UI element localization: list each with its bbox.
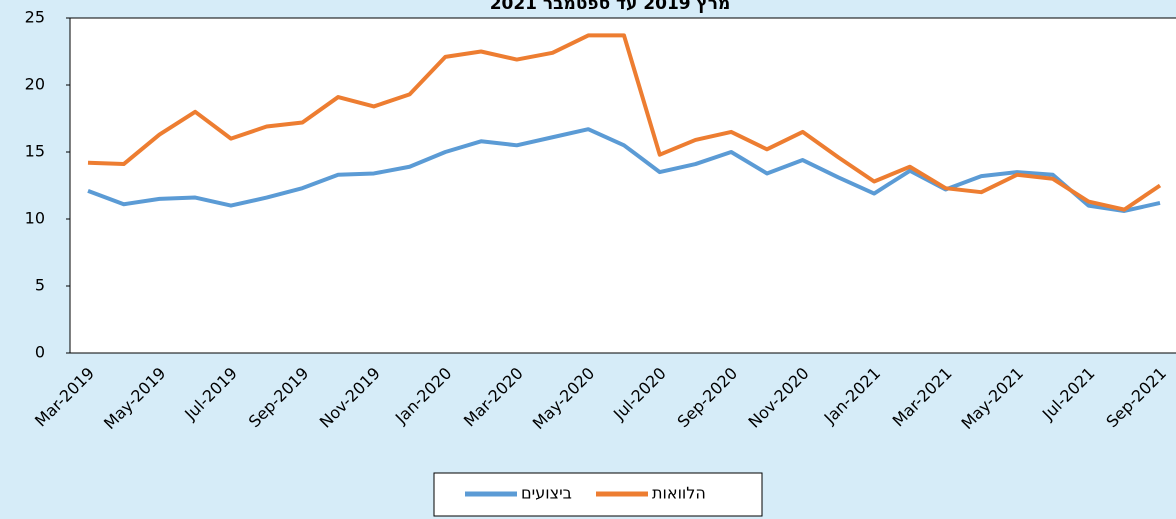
y-tick-label: 25 <box>25 8 45 27</box>
y-tick-label: 10 <box>25 209 45 228</box>
legend-label: הלוואות <box>652 484 706 503</box>
legend-label: ביצועים <box>521 484 572 503</box>
line-series <box>87 127 1161 213</box>
y-tick-label: 5 <box>35 276 45 295</box>
y-tick-label: 20 <box>25 75 45 94</box>
y-tick-label: 0 <box>35 343 45 362</box>
line-series <box>87 33 1162 212</box>
y-tick-label: 15 <box>25 142 45 161</box>
plot-area <box>69 17 1176 354</box>
chart-title: מרץ 2019 עד ספטמבר 2021 <box>490 0 731 14</box>
